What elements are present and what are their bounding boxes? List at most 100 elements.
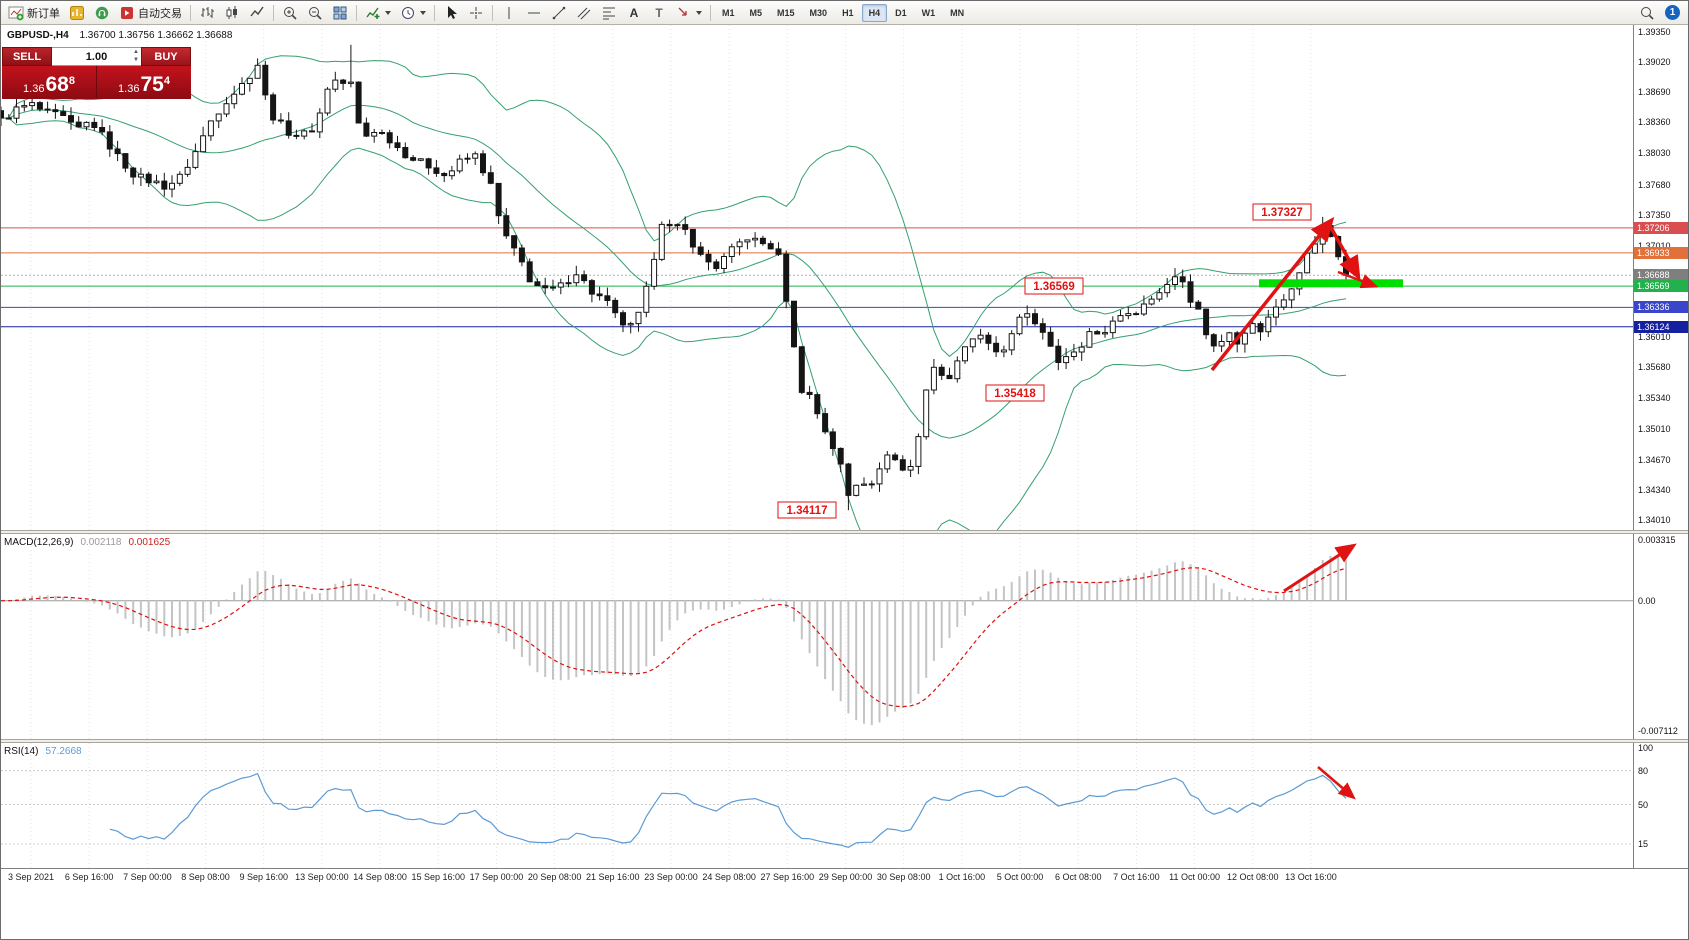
time-label: 24 Sep 08:00 (702, 872, 756, 882)
macd-canvas[interactable] (1, 534, 1635, 739)
autotrading-button[interactable]: 自动交易 (115, 3, 186, 23)
rsi-canvas[interactable] (1, 743, 1635, 868)
volume-value: 1.00 (85, 50, 108, 63)
vertical-line-button[interactable] (497, 3, 521, 23)
buy-button[interactable]: BUY (141, 47, 191, 66)
sounds-button[interactable] (90, 3, 114, 23)
symbol-period-label: GBPUSD-,H4 (7, 30, 69, 41)
label-tool-button[interactable]: T (647, 3, 671, 23)
channel-button[interactable] (572, 3, 596, 23)
price-tick: 1.35680 (1638, 362, 1671, 372)
fibonacci-button[interactable] (597, 3, 621, 23)
price-tick: 1.38030 (1638, 148, 1671, 158)
rsi-axis-value: 50 (1638, 800, 1649, 810)
timeframe-button-h1[interactable]: H1 (842, 7, 854, 18)
trendline-icon (552, 6, 566, 19)
buy-price-display[interactable]: 1.36 75 4 (96, 66, 191, 99)
timeframe-button-m1[interactable]: M1 (722, 7, 735, 18)
toolbar-separator (492, 4, 493, 21)
timeframe-button-d1[interactable]: D1 (895, 7, 907, 18)
price-chart-panel: 1.37327 1.36569 1.35418 1.34117 1.39350 1.39… (1, 25, 1688, 530)
zoom-out-button[interactable] (303, 3, 327, 23)
volume-input[interactable]: 1.00 ▲ ▼ (52, 47, 141, 66)
buy-price-main: 75 (140, 73, 164, 96)
price-tick: 1.34340 (1638, 485, 1671, 495)
mql5-community-icon (70, 5, 84, 20)
time-label: 8 Sep 08:00 (181, 872, 230, 882)
macd-axis[interactable]: 0.003315 0.00 -0.007112 (1633, 534, 1688, 739)
sounds-icon (95, 6, 109, 19)
time-label: 21 Sep 16:00 (586, 872, 640, 882)
price-level-label: 1.36933 (1634, 247, 1688, 259)
rsi-axis[interactable]: 100 80 50 15 (1633, 743, 1688, 868)
line-chart-icon (250, 6, 264, 16)
arrows-tool-button[interactable] (672, 3, 706, 23)
line-chart-button[interactable] (245, 3, 269, 23)
trendline-button[interactable] (547, 3, 571, 23)
crosshair-button[interactable] (464, 3, 488, 23)
panel-separator[interactable] (1, 530, 1688, 534)
time-label: 6 Sep 16:00 (64, 872, 114, 882)
price-level-label: 1.37206 (1634, 222, 1688, 234)
candlestick-icon (226, 5, 237, 19)
rsi-axis-value: 15 (1638, 839, 1649, 849)
panel-separator[interactable] (1, 739, 1688, 743)
search-icon (1641, 6, 1654, 20)
time-label: 7 Oct 16:00 (1113, 872, 1160, 882)
ohlc-values: 1.36700 1.36756 1.36662 1.36688 (79, 30, 233, 41)
sell-button[interactable]: SELL (2, 47, 52, 66)
timeframe-button-h4[interactable]: H4 (861, 3, 888, 22)
chevron-down-icon (696, 10, 702, 15)
buy-price-sup: 4 (163, 75, 170, 87)
zoom-in-button[interactable] (278, 3, 302, 23)
sell-price-main: 68 (45, 73, 69, 96)
indicators-button[interactable] (361, 3, 395, 23)
toolbar-separator (273, 4, 274, 21)
time-label: 20 Sep 08:00 (527, 872, 582, 882)
charts-count-badge[interactable]: 1 (1665, 5, 1680, 20)
periods-button[interactable] (396, 3, 430, 23)
price-tick: 1.37350 (1638, 210, 1671, 220)
time-label: 7 Sep 00:00 (123, 872, 172, 882)
time-label: 3 Sep 2021 (7, 872, 55, 882)
price-tick: 1.38690 (1638, 87, 1671, 97)
cursor-button[interactable] (439, 3, 463, 23)
time-label: 1 Oct 16:00 (938, 872, 986, 882)
macd-value-main: 0.002118 (80, 537, 122, 548)
timeframe-button-m30[interactable]: M30 (809, 7, 828, 18)
mql5-community-button[interactable] (65, 3, 89, 23)
volume-up-icon[interactable]: ▲ (133, 49, 139, 55)
indicators-icon (366, 7, 380, 19)
svg-text:A: A (630, 6, 639, 20)
price-tick: 1.35010 (1638, 424, 1671, 434)
price-axis[interactable]: 1.39350 1.39020 1.38690 1.38360 1.38030 1.376… (1633, 25, 1688, 530)
candlestick-chart-button[interactable] (220, 3, 244, 23)
time-label: 6 Oct 08:00 (1054, 872, 1102, 882)
price-tick: 1.35340 (1638, 393, 1671, 403)
sell-price-display[interactable]: 1.36 68 8 (2, 66, 96, 99)
one-click-trading-panel: SELL 1.00 ▲ ▼ BUY 1.36 68 8 1.36 75 4 (2, 47, 191, 99)
timeframe-button-m5[interactable]: M5 (749, 7, 763, 18)
timeframe-button-mn[interactable]: MN (950, 7, 965, 18)
rsi-value: 57.2668 (45, 746, 82, 757)
price-level-label: 1.36124 (1634, 321, 1688, 333)
timeframe-button-m15[interactable]: M15 (777, 7, 795, 18)
periods-icon (402, 6, 414, 19)
sell-price-sup: 8 (68, 75, 75, 87)
time-axis[interactable]: 3 Sep 2021 6 Sep 16:00 7 Sep 00:00 8 Sep 08… (1, 868, 1688, 886)
tile-windows-button[interactable] (328, 3, 352, 23)
price-level-label: 1.36336 (1634, 301, 1688, 313)
horizontal-line-button[interactable] (522, 3, 546, 23)
bar-chart-button[interactable] (195, 3, 219, 23)
label-icon: T (655, 6, 663, 20)
macd-axis-value: 0.00 (1638, 596, 1656, 606)
rsi-axis-value: 100 (1638, 743, 1654, 753)
text-tool-button[interactable]: A (622, 3, 646, 23)
time-label: 13 Sep 00:00 (295, 872, 349, 882)
search-button[interactable] (1635, 3, 1659, 23)
price-chart-canvas[interactable]: 1.37327 1.36569 1.35418 1.34117 (1, 25, 1635, 530)
timeframe-button-w1[interactable]: W1 (921, 7, 936, 18)
bottom-margin (1, 886, 1688, 939)
volume-down-icon[interactable]: ▼ (133, 57, 139, 63)
new-order-button[interactable]: 新订单 (4, 3, 64, 23)
